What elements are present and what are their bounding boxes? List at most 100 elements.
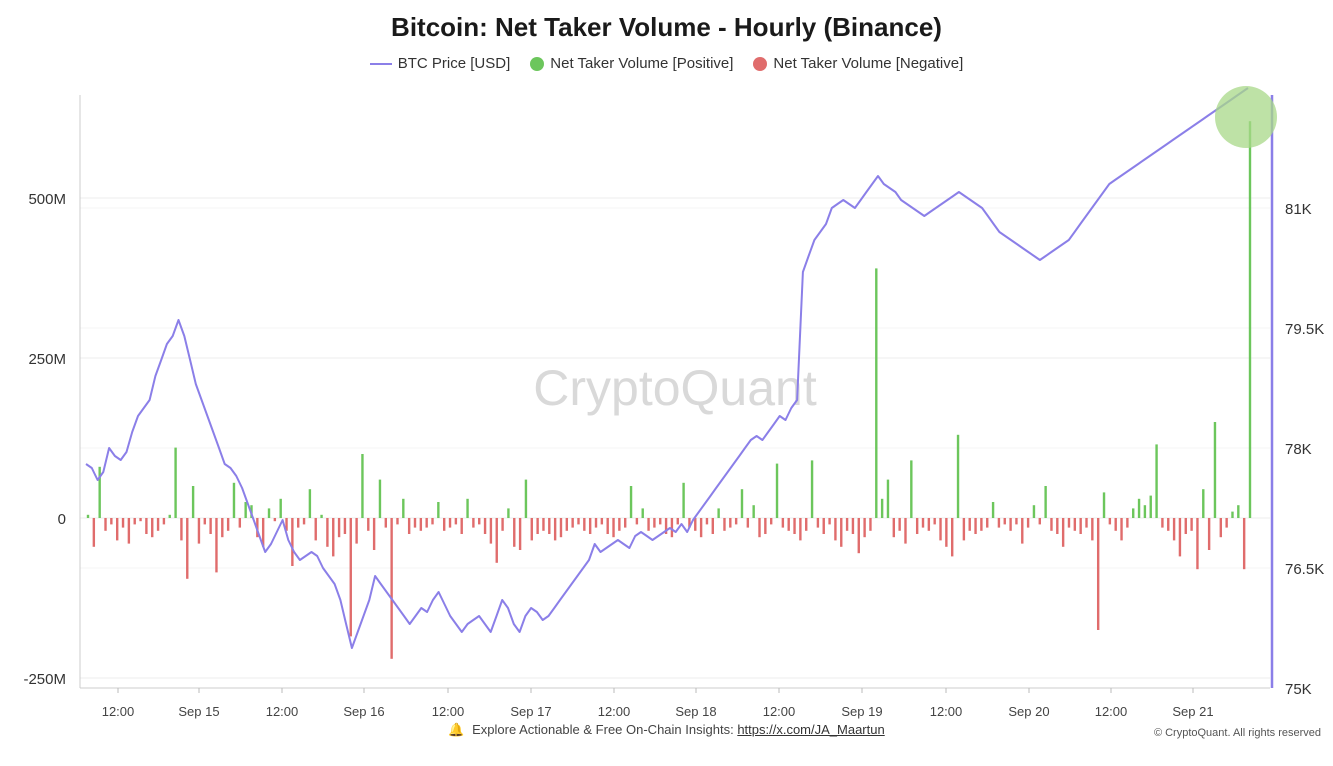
watermark: CryptoQuant: [533, 360, 817, 416]
bar-negative: [221, 518, 224, 538]
bar-negative: [699, 518, 703, 538]
legend-dot-negative: [753, 56, 768, 71]
bar-positive: [810, 460, 814, 518]
x-tick-label: 12:00: [598, 704, 631, 719]
bar-positive: [378, 479, 382, 518]
bar-positive: [168, 514, 171, 518]
bar-positive: [308, 489, 312, 518]
bar-negative: [921, 518, 925, 528]
bar-negative: [489, 518, 493, 544]
bar-negative: [1108, 518, 1112, 525]
y-left-tick-label: 0: [58, 511, 66, 528]
footer-link[interactable]: https://x.com/JA_Maartun: [737, 722, 885, 737]
legend-dot-positive: [530, 56, 545, 71]
bar-negative: [1091, 518, 1094, 541]
x-tick-label: 12:00: [763, 704, 796, 719]
bar-negative: [892, 518, 896, 538]
bar-negative: [1056, 518, 1059, 534]
bar-negative: [121, 518, 125, 528]
bar-negative: [215, 518, 218, 573]
y-right-tick-label: 81K: [1285, 201, 1312, 218]
bar-negative: [822, 518, 825, 534]
bar-negative: [904, 518, 907, 544]
bar-positive: [507, 508, 510, 518]
bar-positive: [279, 498, 282, 518]
bar-positive: [267, 508, 271, 518]
bar-negative: [1167, 518, 1170, 531]
bar-negative: [781, 518, 785, 528]
bar-positive: [1155, 444, 1158, 518]
bar-negative: [997, 518, 1001, 528]
x-tick-label: Sep 15: [178, 704, 219, 719]
x-tick-label: 12:00: [102, 704, 135, 719]
bar-positive: [466, 498, 469, 518]
bar-negative: [1015, 518, 1018, 525]
bar-negative: [612, 518, 615, 538]
bar-negative: [851, 518, 855, 534]
bar-negative: [291, 518, 294, 566]
bar-negative: [442, 518, 446, 531]
bar-negative: [845, 518, 849, 531]
legend-item-negative[interactable]: Net Taker Volume [Negative]: [753, 55, 963, 72]
bar-negative: [670, 518, 674, 538]
bar-positive: [1149, 495, 1152, 518]
y-right-tick-label: 79.5K: [1285, 321, 1324, 338]
bar-negative: [676, 518, 679, 525]
bar-negative: [764, 518, 767, 534]
bar-negative: [705, 518, 709, 525]
bar-negative: [513, 518, 516, 547]
bar-negative: [869, 518, 872, 531]
bar-positive: [740, 489, 744, 518]
bar-positive: [98, 466, 101, 518]
bar-negative: [115, 518, 119, 541]
bar-negative: [285, 518, 288, 531]
bar-negative: [343, 518, 347, 534]
bar-negative: [863, 518, 866, 538]
bar-negative: [151, 518, 154, 538]
footer-text: Explore Actionable & Free On-Chain Insig…: [472, 722, 734, 737]
bar-negative: [1172, 518, 1176, 541]
highlight-circle: [1215, 86, 1277, 148]
bar-negative: [1219, 518, 1223, 538]
bar-negative: [1120, 518, 1123, 541]
bar-negative: [209, 518, 212, 534]
legend-item-positive[interactable]: Net Taker Volume [Positive]: [530, 55, 733, 72]
bar-negative: [302, 518, 306, 525]
bar-positive: [320, 514, 323, 518]
bar-negative: [133, 518, 136, 525]
y-right-tick-label: 76.5K: [1285, 561, 1324, 578]
legend-item-price[interactable]: BTC Price [USD]: [369, 55, 511, 72]
legend-label-price: BTC Price [USD]: [397, 55, 511, 72]
bar-negative: [734, 518, 738, 525]
bar-negative: [372, 518, 376, 550]
y-right-tick-label: 78K: [1285, 441, 1312, 458]
bar-negative: [501, 518, 504, 531]
bar-negative: [1079, 518, 1082, 534]
bar-negative: [1190, 518, 1193, 531]
x-tick-label: 12:00: [930, 704, 963, 719]
bar-positive: [717, 508, 720, 518]
bar-negative: [1207, 518, 1211, 550]
bar-positive: [991, 502, 995, 518]
bar-positive: [956, 434, 960, 518]
bar-negative: [139, 518, 142, 522]
bar-negative: [460, 518, 463, 534]
bar-negative: [816, 518, 820, 528]
bar-positive: [86, 514, 90, 518]
bar-negative: [647, 518, 650, 531]
bar-positive: [191, 486, 195, 518]
bar-negative: [407, 518, 411, 534]
bar-negative: [472, 518, 475, 528]
bar-negative: [162, 518, 166, 525]
bar-negative: [1021, 518, 1024, 544]
bar-negative: [927, 518, 931, 531]
bar-negative: [793, 518, 796, 534]
legend-line-marker: [369, 62, 392, 65]
bar-negative: [583, 518, 586, 531]
bar-positive: [402, 498, 405, 518]
bar-negative: [1114, 518, 1117, 531]
bar-negative: [758, 518, 761, 538]
legend-label-negative: Net Taker Volume [Negative]: [773, 55, 964, 72]
bar-negative: [226, 518, 230, 531]
x-tick-label: Sep 17: [510, 704, 551, 719]
